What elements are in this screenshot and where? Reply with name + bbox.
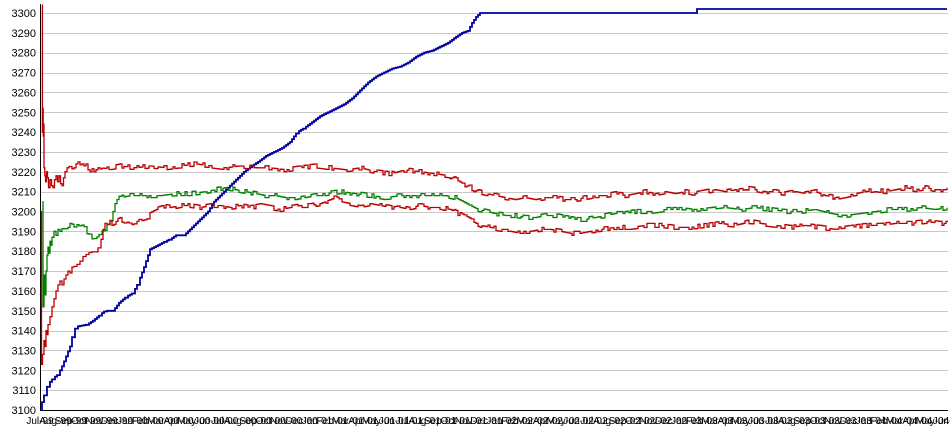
svg-text:3120: 3120: [12, 365, 36, 377]
svg-text:Sep-00: Sep-00: [239, 416, 272, 427]
svg-text:Sep-03: Sep-03: [793, 416, 826, 427]
svg-text:3100: 3100: [12, 405, 36, 417]
svg-text:Dec-02: Dec-02: [655, 416, 688, 427]
svg-text:May-00: May-00: [177, 416, 211, 427]
svg-text:Aug-03: Aug-03: [778, 416, 811, 427]
svg-text:3240: 3240: [12, 127, 36, 139]
svg-text:May-03: May-03: [731, 416, 765, 427]
svg-text:Jun-02: Jun-02: [563, 416, 594, 427]
series-equity-curve: [40, 8, 947, 411]
svg-text:3220: 3220: [12, 167, 36, 179]
svg-text:3130: 3130: [12, 345, 36, 357]
series-lines: [40, 4, 948, 411]
svg-text:3110: 3110: [12, 385, 36, 397]
svg-text:Feb-00: Feb-00: [132, 416, 164, 427]
svg-text:Dec-03: Dec-03: [840, 416, 873, 427]
svg-text:Apr-00: Apr-00: [163, 416, 193, 427]
svg-text:May-04: May-04: [916, 416, 950, 427]
y-axis-labels: 3300 3290 3280 3270 3260 3250 3240 3230 3220 3210…: [12, 8, 36, 417]
svg-text:3210: 3210: [12, 187, 36, 199]
svg-text:3140: 3140: [12, 326, 36, 338]
svg-text:Nov-03: Nov-03: [824, 416, 857, 427]
svg-text:Sep-02: Sep-02: [609, 416, 642, 427]
svg-text:Jul-01: Jul-01: [396, 416, 424, 427]
svg-text:Nov-01: Nov-01: [455, 416, 488, 427]
svg-text:Jun-00: Jun-00: [194, 416, 225, 427]
svg-text:Jan-00: Jan-00: [117, 416, 148, 427]
svg-text:Jul-00: Jul-00: [211, 416, 239, 427]
svg-text:Mar-03: Mar-03: [701, 416, 733, 427]
svg-text:3290: 3290: [12, 28, 36, 40]
svg-text:Feb-02: Feb-02: [501, 416, 533, 427]
svg-text:Aug-01: Aug-01: [409, 416, 442, 427]
svg-text:Feb-04: Feb-04: [871, 416, 903, 427]
svg-text:Jan-02: Jan-02: [486, 416, 517, 427]
svg-text:Aug-02: Aug-02: [593, 416, 626, 427]
svg-text:Jun-03: Jun-03: [748, 416, 779, 427]
svg-text:3230: 3230: [12, 147, 36, 159]
svg-text:May-01: May-01: [362, 416, 396, 427]
svg-text:Mar-02: Mar-02: [517, 416, 549, 427]
svg-text:3200: 3200: [12, 207, 36, 219]
svg-text:Jun-04: Jun-04: [933, 416, 950, 427]
series-middle-band: [42, 186, 948, 308]
series-upper-band: [41, 4, 948, 202]
svg-text:3180: 3180: [12, 246, 36, 258]
axis-lines: [40, 4, 948, 411]
svg-text:3280: 3280: [12, 48, 36, 60]
svg-text:Nov-99: Nov-99: [85, 416, 118, 427]
gridlines: [40, 13, 948, 411]
svg-text:Mar-00: Mar-00: [147, 416, 179, 427]
svg-text:Oct-99: Oct-99: [71, 416, 101, 427]
svg-text:Mar-01: Mar-01: [332, 416, 364, 427]
svg-text:Aug-00: Aug-00: [224, 416, 257, 427]
svg-text:Jan-04: Jan-04: [856, 416, 887, 427]
svg-text:Dec-00: Dec-00: [285, 416, 318, 427]
svg-text:3150: 3150: [12, 306, 36, 318]
series-lower-band: [40, 195, 948, 365]
svg-text:3170: 3170: [12, 266, 36, 278]
svg-text:May-02: May-02: [547, 416, 581, 427]
svg-text:Oct-01: Oct-01: [440, 416, 470, 427]
svg-text:Oct-02: Oct-02: [625, 416, 655, 427]
svg-text:3270: 3270: [12, 68, 36, 80]
svg-text:3260: 3260: [12, 87, 36, 99]
svg-text:Jan-01: Jan-01: [302, 416, 333, 427]
svg-text:Feb-01: Feb-01: [317, 416, 349, 427]
svg-text:Feb-03: Feb-03: [686, 416, 718, 427]
svg-text:Jul-99: Jul-99: [26, 416, 54, 427]
svg-text:3250: 3250: [12, 107, 36, 119]
svg-text:Apr-02: Apr-02: [533, 416, 563, 427]
svg-text:Dec-01: Dec-01: [470, 416, 503, 427]
x-axis-labels: Jul-99Aug-99Sep-99Oct-99Nov-99Dec-99Jan-…: [26, 416, 950, 427]
svg-text:Jul-02: Jul-02: [580, 416, 608, 427]
svg-text:Jul-03: Jul-03: [765, 416, 793, 427]
svg-text:Mar-04: Mar-04: [886, 416, 918, 427]
svg-text:3160: 3160: [12, 286, 36, 298]
svg-text:Apr-04: Apr-04: [902, 416, 932, 427]
svg-text:Oct-00: Oct-00: [256, 416, 286, 427]
svg-text:Aug-99: Aug-99: [39, 416, 72, 427]
svg-text:3190: 3190: [12, 226, 36, 238]
svg-text:Sep-99: Sep-99: [55, 416, 88, 427]
svg-text:Jan-03: Jan-03: [671, 416, 702, 427]
svg-text:Apr-03: Apr-03: [717, 416, 747, 427]
svg-text:Sep-01: Sep-01: [424, 416, 457, 427]
svg-text:Dec-99: Dec-99: [101, 416, 134, 427]
svg-text:Nov-02: Nov-02: [639, 416, 672, 427]
svg-text:Oct-03: Oct-03: [810, 416, 840, 427]
svg-text:Nov-00: Nov-00: [270, 416, 303, 427]
svg-text:3300: 3300: [12, 8, 36, 20]
svg-text:Apr-01: Apr-01: [348, 416, 378, 427]
svg-text:Jun-01: Jun-01: [379, 416, 410, 427]
